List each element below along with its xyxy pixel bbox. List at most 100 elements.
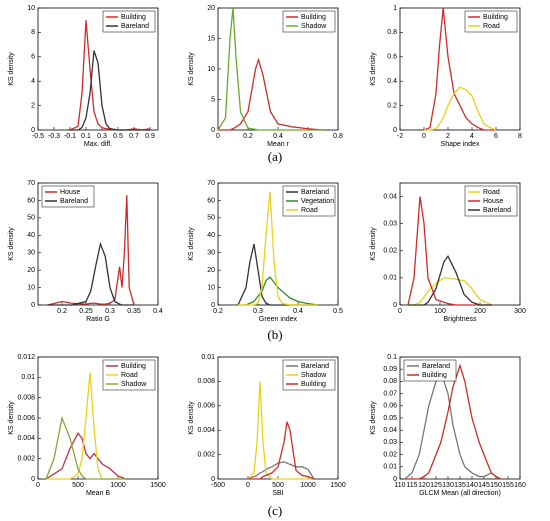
legend-label: Building xyxy=(422,372,447,379)
y-tick-label: 20 xyxy=(27,267,35,274)
x-tick-label: 1500 xyxy=(150,482,166,489)
x-tick-label: 0.3 xyxy=(253,308,263,315)
x-tick-label: 0.2 xyxy=(213,308,223,315)
series-line xyxy=(404,369,502,480)
y-tick-label: 0.06 xyxy=(383,403,397,410)
y-tick-label: 0.04 xyxy=(383,193,397,200)
y-tick-label: 6 xyxy=(31,54,35,61)
x-tick-label: 1500 xyxy=(330,482,346,489)
x-tick-label: 1000 xyxy=(110,482,126,489)
y-tick-label: 0.008 xyxy=(17,395,35,402)
x-tick-label: 0.3 xyxy=(105,308,115,315)
x-tick-label: 130 xyxy=(442,482,454,489)
legend-label: Building xyxy=(301,381,326,388)
x-axis-label: Brightness xyxy=(443,316,477,323)
x-tick-label: 120 xyxy=(418,482,430,489)
series-line xyxy=(247,381,314,480)
y-tick-label: 50 xyxy=(27,215,35,222)
legend-label: Bareland xyxy=(301,189,329,196)
x-tick-label: 155 xyxy=(502,482,514,489)
y-axis-label: KS density xyxy=(370,52,377,86)
x-tick-label: 500 xyxy=(72,482,84,489)
y-axis-label: KS density xyxy=(8,401,15,435)
y-tick-label: 5 xyxy=(211,96,215,103)
y-tick-label: 4 xyxy=(31,78,35,85)
y-tick-label: 60 xyxy=(27,197,35,204)
legend-label: Building xyxy=(483,14,508,21)
series-line xyxy=(423,7,496,131)
y-tick-label: 2 xyxy=(31,102,35,109)
legend-label: Shadow xyxy=(121,381,147,388)
subplot: -0.5 -0.3 -0.1 0.1 0.3 0.5 0.7 0.9 0 2 4 6 8 10 Max. d… xyxy=(8,5,159,148)
y-axis-label: KS density xyxy=(8,227,15,261)
y-tick-label: 0.002 xyxy=(17,456,35,463)
x-tick-label: 0.4 xyxy=(153,308,163,315)
y-tick-label: 20 xyxy=(207,267,215,274)
x-tick-label: 145 xyxy=(478,482,490,489)
y-axis-label: KS density xyxy=(370,401,377,435)
legend-label: Shadow xyxy=(301,23,327,30)
x-tick-label: 0.5 xyxy=(333,308,343,315)
x-tick-label: -0.5 xyxy=(32,133,44,140)
subplot: 110 115 120 125 130 135 140 145 150 155 160 0 0.01 0.… xyxy=(370,354,526,497)
x-tick-label: 115 xyxy=(406,482,417,489)
x-tick-label: 6 xyxy=(494,133,498,140)
y-tick-label: 40 xyxy=(27,232,35,239)
series-line xyxy=(248,421,315,480)
x-tick-label: 0 xyxy=(36,482,40,489)
y-tick-label: 0 xyxy=(31,476,35,483)
y-tick-label: 60 xyxy=(207,197,215,204)
y-tick-label: 0.006 xyxy=(197,403,215,410)
x-tick-label: 0 xyxy=(246,482,250,489)
legend-label: Building xyxy=(121,363,146,370)
x-tick-label: 8 xyxy=(518,133,522,140)
y-tick-label: 0.002 xyxy=(197,451,215,458)
y-tick-label: 0.4 xyxy=(387,78,397,85)
x-axis-label: Ratio G xyxy=(86,316,110,323)
x-axis-label: Mean B xyxy=(86,490,110,497)
y-tick-label: 0.03 xyxy=(383,439,397,446)
y-axis-label: KS density xyxy=(370,227,377,261)
y-tick-label: 0 xyxy=(211,476,215,483)
y-tick-label: 0.004 xyxy=(17,435,35,442)
series-line xyxy=(47,241,134,306)
y-axis-label: KS density xyxy=(188,401,195,435)
x-tick-label: 0.5 xyxy=(113,133,123,140)
y-tick-label: 0.05 xyxy=(383,415,397,422)
legend-label: Bareland xyxy=(422,363,450,370)
y-tick-label: 10 xyxy=(207,284,215,291)
y-tick-label: 20 xyxy=(207,5,215,12)
legend-label: Bareland xyxy=(121,23,149,30)
subplot: 0.2 0.25 0.3 0.35 0.4 0 10 20 30 40 50 60 70 Ratio G K… xyxy=(8,180,163,323)
y-tick-label: 0.6 xyxy=(387,54,397,61)
series-line xyxy=(404,363,502,480)
legend-label: Road xyxy=(483,189,500,196)
legend-label: Bareland xyxy=(301,363,329,370)
x-tick-label: 0.2 xyxy=(57,308,67,315)
series-line xyxy=(45,415,126,480)
y-tick-label: 0.01 xyxy=(21,374,35,381)
y-tick-label: 0.1 xyxy=(387,354,397,361)
y-tick-label: 0.8 xyxy=(387,29,397,36)
y-tick-label: 0.08 xyxy=(383,378,397,385)
x-tick-label: 0.4 xyxy=(293,308,303,315)
y-tick-label: 0.03 xyxy=(383,221,397,228)
x-tick-label: 0.25 xyxy=(79,308,93,315)
y-tick-label: 30 xyxy=(27,250,35,257)
subplot: -500 0 500 1000 150000.0020.0040.0060.0080.0… xyxy=(188,354,346,497)
series-line xyxy=(238,191,318,306)
legend-label: Building xyxy=(121,14,146,21)
x-tick-label: 100 xyxy=(434,308,446,315)
y-tick-label: 0 xyxy=(393,127,397,134)
y-tick-label: 0.09 xyxy=(383,366,397,373)
y-tick-label: 0 xyxy=(211,302,215,309)
legend-label: Building xyxy=(301,14,326,21)
legend-label: House xyxy=(483,198,503,205)
panel-label: (c) xyxy=(268,503,282,518)
y-tick-label: 0.01 xyxy=(383,275,397,282)
y-tick-label: 0.04 xyxy=(383,427,397,434)
x-tick-label: 140 xyxy=(466,482,478,489)
series-line xyxy=(69,20,151,131)
